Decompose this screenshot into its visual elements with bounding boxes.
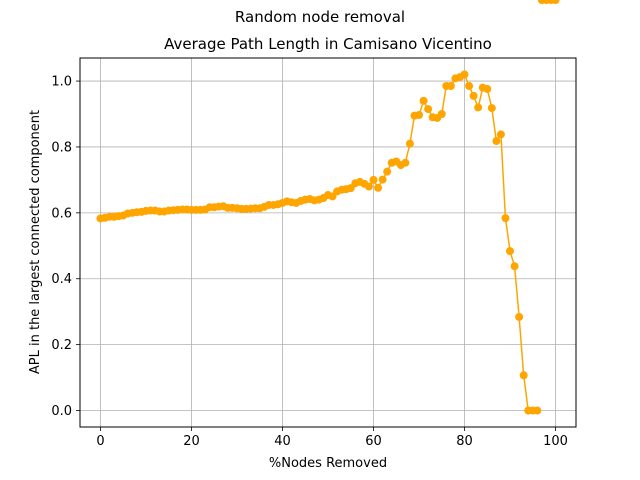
x-tick-label: 100	[543, 434, 568, 449]
data-point	[496, 130, 505, 139]
data-point	[401, 158, 410, 167]
data-point	[551, 0, 560, 4]
series-apl	[96, 0, 560, 415]
data-point	[465, 82, 474, 91]
data-point	[487, 104, 496, 113]
data-point	[383, 167, 392, 176]
data-point	[378, 175, 387, 184]
data-point	[483, 84, 492, 93]
y-tick-label: 0.2	[51, 338, 72, 353]
data-point	[533, 406, 542, 415]
data-point	[501, 214, 510, 223]
data-point	[405, 139, 414, 148]
y-tick-label: 0.4	[51, 272, 72, 287]
x-ticks: 0 20 40 60 80 100	[96, 427, 568, 449]
x-tick-label: 0	[96, 434, 104, 449]
data-point	[364, 182, 373, 191]
y-tick-label: 1.0	[51, 75, 72, 90]
y-tick-label: 0.8	[51, 140, 72, 155]
data-point	[419, 96, 428, 105]
chart-suptitle: Random node removal	[235, 8, 405, 26]
data-point	[446, 82, 455, 91]
y-axis-label: APL in the largest connected component	[28, 110, 43, 374]
data-point	[515, 312, 524, 321]
x-tick-label: 40	[274, 434, 291, 449]
data-point	[492, 137, 501, 146]
data-point	[474, 103, 483, 112]
y-ticks: 0.0 0.2 0.4 0.6 0.8 1.0	[51, 75, 80, 419]
grid	[80, 58, 576, 427]
data-point	[519, 371, 528, 380]
series-line	[100, 73, 538, 412]
data-point	[369, 175, 378, 184]
data-point	[510, 262, 519, 271]
y-tick-label: 0.0	[51, 404, 72, 419]
data-point	[374, 183, 383, 192]
chart-title: Average Path Length in Camisano Vicentin…	[164, 35, 492, 53]
x-tick-label: 80	[456, 434, 473, 449]
data-point	[469, 91, 478, 100]
data-point	[424, 105, 433, 114]
x-tick-label: 20	[183, 434, 200, 449]
data-point	[460, 70, 469, 79]
data-point	[415, 110, 424, 119]
x-tick-label: 60	[365, 434, 382, 449]
plot-frame	[79, 57, 577, 428]
data-point	[506, 247, 515, 256]
x-axis-label: %Nodes Removed	[269, 456, 387, 471]
y-tick-label: 0.6	[51, 206, 72, 221]
data-point	[437, 110, 446, 119]
